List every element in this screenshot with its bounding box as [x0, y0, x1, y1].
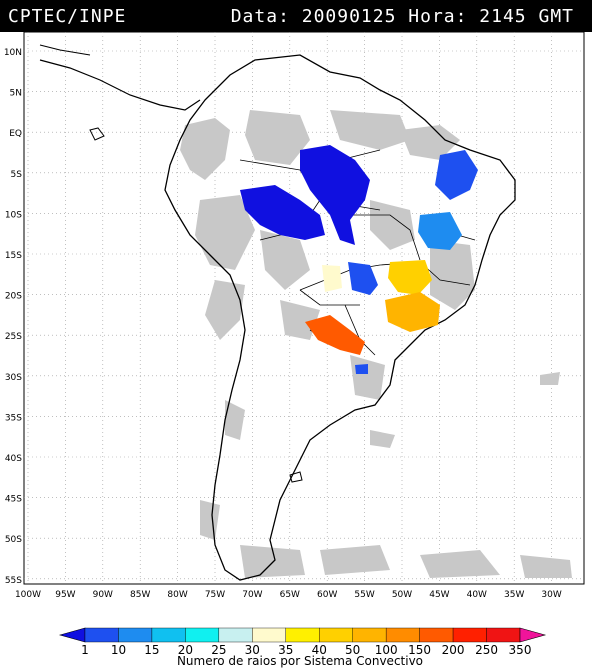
convective-system: [322, 265, 342, 292]
cloud-cover: [180, 110, 572, 578]
convective-system: [418, 212, 462, 250]
cloud-patch: [520, 555, 572, 578]
lat-label: 10S: [5, 210, 22, 220]
lon-label: 40W: [467, 590, 487, 600]
lat-label: 45S: [5, 495, 22, 505]
lon-label: 30W: [541, 590, 561, 600]
colorbar: 1 10 15 20 25 30 35 40 50 100 150 200 250 350: [58, 627, 547, 657]
colorbar-segment: [419, 627, 454, 643]
colorbar-tick-label: 20: [178, 643, 193, 657]
lon-label: 95W: [55, 590, 75, 600]
lon-label: 80W: [167, 590, 187, 600]
colorbar-segment: [486, 627, 521, 643]
colorbar-tick-label: 15: [144, 643, 159, 657]
convective-system: [388, 260, 432, 295]
cloud-patch: [245, 110, 310, 165]
convective-system: [348, 262, 378, 295]
lat-label: 5S: [11, 170, 23, 180]
colorbar-tick-label: 200: [442, 643, 465, 657]
lat-label: 10N: [4, 48, 22, 58]
colorbar-tick-label: 30: [245, 643, 260, 657]
colorbar-arrow-left: [58, 627, 86, 643]
lat-label: 40S: [5, 454, 22, 464]
cloud-patch: [330, 110, 410, 150]
cloud-patch: [320, 545, 390, 575]
lon-label: 100W: [15, 590, 41, 600]
datetime-label: Data: 20090125 Hora: 2145 GMT: [230, 6, 574, 27]
lat-label: EQ: [9, 129, 22, 139]
lon-label: 70W: [242, 590, 262, 600]
lat-label: 50S: [5, 535, 22, 545]
cloud-patch: [540, 372, 560, 385]
colorbar-tick-label: 35: [278, 643, 293, 657]
cloud-patch: [240, 545, 305, 578]
convective-system: [385, 292, 440, 332]
lat-label: 55S: [5, 576, 22, 586]
colorbar-tick-label: 25: [211, 643, 226, 657]
colorbar-tick-label: 10: [111, 643, 126, 657]
cloud-patch: [260, 230, 310, 290]
lat-label: 30S: [5, 373, 22, 383]
colorbar-segment: [252, 627, 286, 643]
galapagos-islands: [89, 127, 105, 141]
convective-system: [305, 315, 365, 355]
colorbar-arrow-right: [519, 627, 547, 643]
cloud-patch: [180, 118, 230, 180]
colorbar-segment: [385, 627, 420, 643]
convective-systems: [240, 145, 478, 374]
lon-label: 60W: [317, 590, 337, 600]
lat-label: 35S: [5, 413, 22, 423]
lat-label: 5N: [10, 89, 22, 99]
lat-label: 20S: [5, 292, 22, 302]
lon-label: 65W: [280, 590, 300, 600]
cloud-patch: [400, 125, 460, 160]
cloud-patch: [370, 430, 395, 448]
colorbar-tick-label: 40: [312, 643, 327, 657]
convective-system: [435, 150, 478, 200]
colorbar-segment: [84, 627, 119, 643]
convective-system: [355, 364, 368, 374]
cloud-patch: [200, 500, 220, 540]
source-label: CPTEC/INPE: [8, 6, 127, 27]
lat-label: 25S: [5, 332, 22, 342]
colorbar-segment: [352, 627, 387, 643]
colorbar-segment: [285, 627, 320, 643]
lon-label: 90W: [93, 590, 113, 600]
lon-label: 55W: [354, 590, 374, 600]
colorbar-segment: [319, 627, 353, 643]
lon-label: 85W: [130, 590, 150, 600]
colorbar-segment: [118, 627, 153, 643]
colorbar-tick-label: 1: [81, 643, 89, 657]
lat-label: 15S: [5, 251, 22, 261]
lon-label: 50W: [392, 590, 412, 600]
map-header: CPTEC/INPE Data: 20090125 Hora: 2145 GMT: [0, 0, 592, 32]
convective-system: [300, 145, 370, 245]
tick-labels: 10N 5N EQ 5S 10S 15S 20S 25S 30S 35S 40S 45S 50S 55S 1…: [4, 48, 562, 600]
colorbar-tick-label: 150: [408, 643, 431, 657]
colorbar-title: Numero de raios por Sistema Convectivo: [176, 654, 424, 668]
south-america-coastline: [164, 54, 516, 581]
colorbar-tick-label: 250: [475, 643, 498, 657]
cloud-patch: [430, 240, 475, 310]
lon-label: 45W: [429, 590, 449, 600]
colorbar-segment: [452, 627, 487, 643]
cloud-patch: [225, 400, 245, 440]
lon-label: 35W: [504, 590, 524, 600]
central-america-coastline: [39, 59, 201, 111]
colorbar-tick-label: 50: [345, 643, 360, 657]
mexico-coastline: [39, 44, 91, 56]
cloud-patch: [420, 550, 500, 578]
cloud-patch: [205, 280, 245, 340]
cloud-patch: [370, 200, 415, 250]
convective-system: [240, 185, 325, 240]
colorbar-tick-label: 100: [375, 643, 398, 657]
lon-label: 75W: [205, 590, 225, 600]
colorbar-segment: [151, 627, 186, 643]
colorbar-tick-label: 350: [509, 643, 532, 657]
falkland-islands: [289, 471, 303, 483]
colorbar-segment: [185, 627, 220, 643]
colorbar-segment: [218, 627, 253, 643]
cloud-patch: [195, 195, 255, 270]
